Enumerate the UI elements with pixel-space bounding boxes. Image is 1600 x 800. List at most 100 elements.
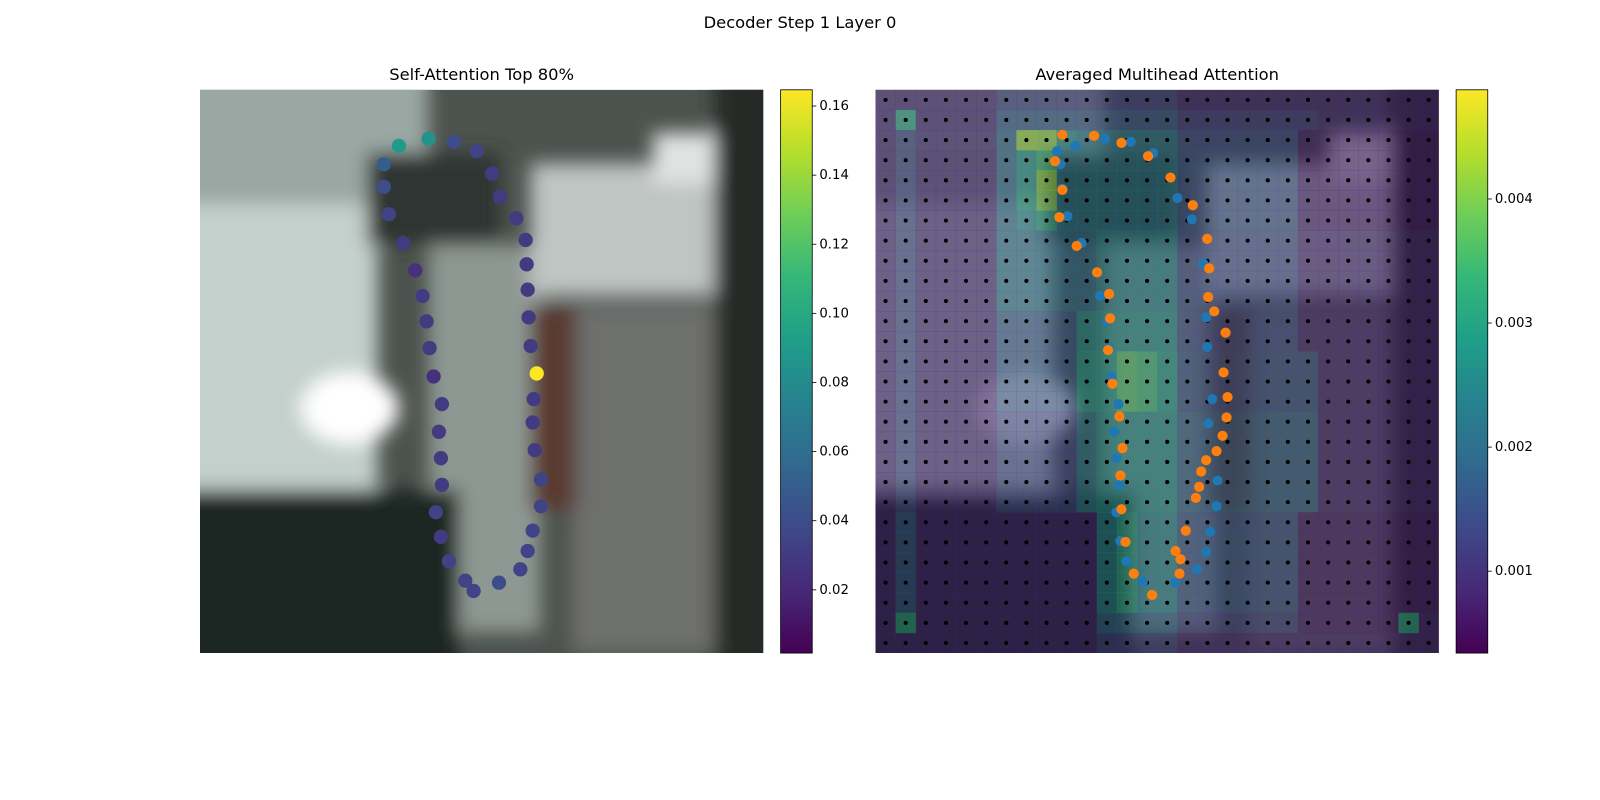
patch-center	[1024, 359, 1029, 364]
patch-center	[1285, 117, 1290, 123]
patch-center	[1205, 560, 1210, 565]
patch-center	[1426, 138, 1431, 143]
patch-center	[1185, 500, 1190, 505]
patch-center	[1024, 218, 1029, 223]
patch-center	[1165, 158, 1170, 163]
patch-center	[923, 600, 928, 605]
patch-center	[1024, 319, 1029, 324]
patch-center	[1004, 258, 1009, 263]
sample-point	[1220, 327, 1231, 338]
attention-point	[421, 131, 436, 146]
patch-center	[1104, 97, 1109, 102]
patch-center	[1064, 439, 1069, 444]
sample-point	[1094, 290, 1106, 302]
patch-center	[1024, 620, 1029, 625]
patch-center	[1366, 540, 1371, 545]
patch-center	[963, 158, 969, 163]
patch-center	[903, 117, 908, 123]
patch-center	[1165, 138, 1170, 143]
patch-center	[1386, 480, 1391, 485]
patch-center	[1225, 439, 1230, 444]
patch-center	[1124, 580, 1130, 585]
patch-center	[943, 97, 948, 102]
patch-center	[1084, 178, 1089, 183]
patch-center	[1064, 359, 1069, 364]
sample-point	[1211, 446, 1222, 457]
attention-point	[422, 340, 437, 356]
patch-center	[883, 117, 888, 123]
patch-center	[1044, 620, 1049, 625]
patch-center	[1265, 258, 1270, 263]
patch-center	[883, 258, 888, 263]
patch-center	[984, 278, 989, 283]
patch-center	[943, 399, 948, 404]
sample-point	[1174, 568, 1185, 579]
patch-center	[1245, 419, 1250, 424]
sample-point	[1165, 172, 1176, 183]
patch-center	[923, 339, 928, 344]
patch-center	[1104, 399, 1109, 404]
sample-point	[1103, 344, 1114, 356]
patch-center	[1004, 117, 1009, 123]
patch-center	[1185, 158, 1190, 163]
patch-center	[943, 580, 948, 585]
patch-center	[1104, 640, 1109, 646]
patch-center	[1346, 298, 1351, 304]
patch-center	[1366, 459, 1371, 464]
patch-center	[1185, 97, 1190, 102]
patch-center	[1245, 158, 1250, 163]
patch-center	[923, 238, 928, 243]
patch-center	[1165, 339, 1170, 344]
patch-center	[1245, 218, 1250, 223]
patch-center	[1084, 97, 1089, 102]
patch-center	[1024, 298, 1029, 304]
patch-center	[1064, 158, 1069, 163]
patch-center	[1185, 298, 1190, 304]
patch-center	[1305, 419, 1311, 424]
patch-center	[1406, 640, 1411, 646]
attention-point	[408, 263, 423, 278]
patch-center	[1064, 379, 1069, 384]
sample-point	[1107, 378, 1118, 389]
sample-point	[1057, 129, 1068, 140]
patch-center	[923, 138, 928, 143]
patch-center	[1024, 238, 1029, 243]
colorbar-tick-label: 0.16	[819, 99, 849, 114]
patch-center	[1044, 540, 1049, 545]
sample-point	[1201, 312, 1212, 323]
patch-center	[984, 600, 989, 605]
patch-center	[1145, 379, 1150, 384]
patch-center	[883, 540, 888, 545]
patch-center	[903, 97, 908, 102]
patch-center	[1326, 379, 1331, 384]
patch-center	[1024, 138, 1029, 143]
patch-center	[1426, 500, 1431, 505]
patch-center	[984, 399, 989, 404]
patch-center	[943, 178, 948, 183]
patch-center	[943, 439, 948, 444]
patch-center	[1145, 298, 1150, 304]
patch-center	[1124, 620, 1130, 625]
patch-center	[1406, 278, 1411, 283]
patch-center	[1386, 158, 1391, 163]
patch-center	[1406, 500, 1411, 505]
patch-center	[1426, 319, 1431, 324]
patch-center	[923, 540, 928, 545]
patch-center	[1064, 278, 1069, 283]
patch-center	[984, 459, 989, 464]
patch-center	[1225, 600, 1230, 605]
patch-center	[984, 339, 989, 344]
patch-center	[903, 439, 908, 444]
patch-center	[1084, 580, 1089, 585]
sample-point	[1172, 192, 1183, 204]
patch-center	[1265, 580, 1270, 585]
patch-center	[1104, 500, 1109, 505]
attention-point	[520, 543, 535, 559]
patch-center	[1084, 258, 1089, 263]
patch-center	[1185, 379, 1190, 384]
patch-center	[1024, 379, 1029, 384]
patch-center	[1205, 600, 1210, 605]
patch-center	[1004, 520, 1009, 525]
patch-center	[1004, 459, 1009, 464]
sample-point	[1212, 475, 1223, 486]
